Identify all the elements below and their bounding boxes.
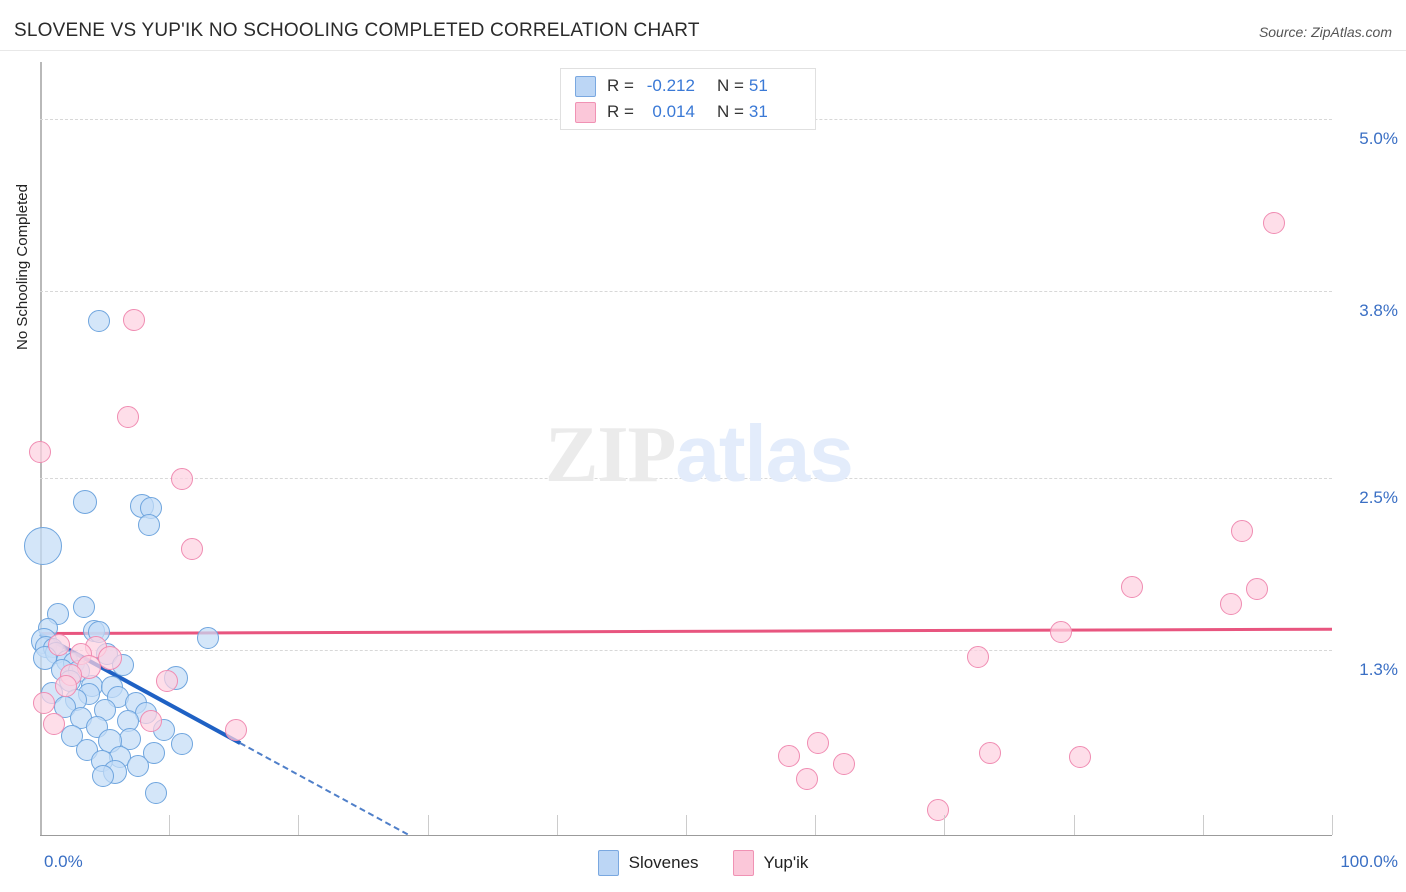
trendline-yupik	[39, 628, 1332, 636]
scatter-point[interactable]	[832, 753, 855, 776]
scatter-point[interactable]	[48, 634, 71, 657]
scatter-point[interactable]	[1120, 575, 1143, 598]
scatter-point[interactable]	[145, 782, 168, 804]
scatter-point[interactable]	[92, 764, 115, 787]
scatter-point[interactable]	[966, 645, 989, 668]
slovenes-n-label: N =	[716, 76, 744, 95]
trendline-slovenes-extrapolated	[239, 741, 409, 836]
legend-label-yupik: Yup'ik	[763, 853, 809, 872]
scatter-point[interactable]	[23, 527, 62, 566]
scatter-point[interactable]	[43, 713, 66, 736]
y-axis-title: No Schooling Completed	[14, 184, 31, 350]
scatter-point[interactable]	[123, 309, 146, 331]
x-axis-max-label: 100.0%	[1340, 852, 1398, 871]
scatter-point[interactable]	[1069, 746, 1092, 769]
scatter-point[interactable]	[61, 724, 84, 747]
gridline-y	[40, 649, 1332, 651]
scatter-point[interactable]	[72, 595, 95, 618]
x-tick-mark	[1202, 815, 1204, 835]
x-tick-mark	[556, 815, 558, 835]
slovenes-r-value: -0.212	[646, 76, 695, 95]
stats-row-slovenes: R = -0.212 N = 51	[575, 73, 801, 99]
scatter-point[interactable]	[140, 710, 163, 733]
scatter-point[interactable]	[171, 733, 194, 756]
legend-label-slovenes: Slovenes	[628, 853, 699, 872]
y-tick-label: 2.5%	[1359, 487, 1398, 507]
slovenes-n-value: 51	[748, 76, 768, 95]
gridline-y	[40, 291, 1332, 293]
x-tick-mark	[298, 815, 300, 835]
x-axis-line	[40, 835, 1332, 836]
scatter-point[interactable]	[142, 741, 165, 764]
header-divider	[0, 50, 1406, 51]
page-title: SLOVENE VS YUP'IK NO SCHOOLING COMPLETED…	[14, 20, 700, 41]
legend-swatch-yupik	[732, 850, 754, 876]
scatter-point[interactable]	[181, 538, 204, 561]
x-tick-mark	[427, 815, 429, 835]
yupik-n-label: N =	[716, 102, 744, 121]
scatter-point[interactable]	[73, 490, 98, 515]
scatter-point[interactable]	[1262, 211, 1285, 234]
legend-item-yupik[interactable]: Yup'ik	[732, 850, 809, 876]
scatter-point[interactable]	[1230, 519, 1253, 542]
gridline-y	[40, 477, 1332, 479]
slovenes-color-swatch	[575, 75, 596, 97]
scatter-point[interactable]	[978, 741, 1001, 764]
x-tick-mark	[686, 815, 687, 835]
scatter-point[interactable]	[54, 674, 77, 697]
scatter-point[interactable]	[32, 691, 55, 714]
yupik-r-label: R =	[607, 102, 634, 121]
stats-row-yupik: R = 0.014 N = 31	[575, 99, 801, 125]
slovenes-r-label: R =	[607, 76, 634, 95]
scatter-point[interactable]	[137, 513, 160, 536]
scatter-point[interactable]	[806, 731, 829, 754]
yupik-n-value: 31	[748, 102, 768, 121]
scatter-point[interactable]	[796, 767, 819, 790]
source-attribution: Source: ZipAtlas.com	[1258, 24, 1392, 40]
scatter-point[interactable]	[88, 310, 111, 333]
scatter-point[interactable]	[926, 799, 949, 822]
x-tick-mark	[1332, 815, 1333, 835]
scatter-point[interactable]	[116, 406, 139, 429]
scatter-point[interactable]	[29, 440, 51, 463]
y-tick-label: 1.3%	[1359, 659, 1398, 679]
scatter-point[interactable]	[127, 754, 150, 777]
scatter-point[interactable]	[1049, 621, 1072, 644]
scatter-point[interactable]	[155, 670, 178, 693]
x-tick-mark	[944, 815, 946, 835]
series-legend: Slovenes Yup'ik	[0, 850, 1406, 876]
y-tick-label: 3.8%	[1359, 301, 1398, 321]
legend-item-slovenes[interactable]: Slovenes	[597, 850, 699, 876]
yupik-r-value: 0.014	[652, 102, 695, 121]
scatter-point[interactable]	[1220, 592, 1243, 615]
scatter-point[interactable]	[171, 468, 194, 491]
scatter-point[interactable]	[225, 718, 248, 741]
x-tick-mark	[815, 815, 817, 835]
scatter-point[interactable]	[196, 627, 219, 650]
scatter-point[interactable]	[97, 646, 122, 671]
x-tick-mark	[1073, 815, 1075, 835]
x-tick-mark	[169, 815, 171, 835]
scatter-point[interactable]	[778, 744, 801, 767]
y-tick-label: 5.0%	[1359, 129, 1398, 149]
correlation-stats-box: R = -0.212 N = 51 R = 0.014 N = 31	[560, 68, 816, 130]
yupik-color-swatch	[575, 101, 596, 123]
legend-swatch-slovenes	[597, 850, 619, 876]
x-axis-min-label: 0.0%	[44, 852, 83, 871]
plot-area	[23, 62, 1332, 836]
scatter-point[interactable]	[1246, 578, 1269, 601]
